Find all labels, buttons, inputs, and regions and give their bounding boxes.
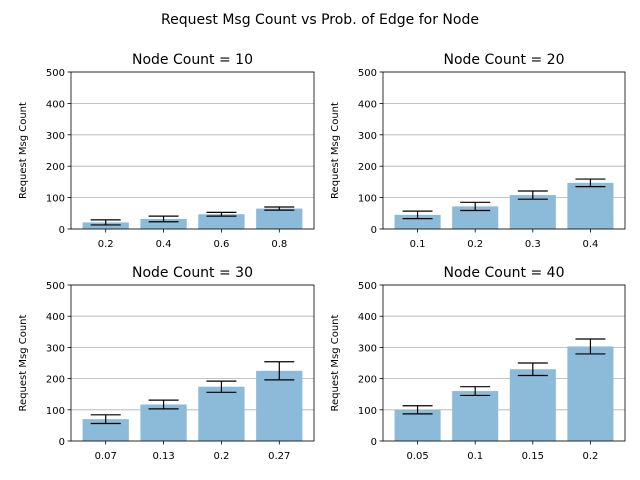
subplot-title: Node Count = 10	[132, 52, 253, 68]
y-tick-label: 500	[46, 281, 65, 292]
y-axis-label: Request Msg Count	[18, 314, 29, 411]
x-tick-label: 0.3	[525, 239, 541, 250]
y-tick-label: 0	[371, 437, 377, 448]
y-tick-label: 200	[46, 162, 65, 173]
y-tick-label: 200	[358, 162, 377, 173]
y-tick-label: 400	[46, 99, 65, 110]
y-tick-label: 100	[358, 406, 377, 417]
bar	[509, 369, 556, 441]
x-tick-label: 0.2	[98, 239, 114, 250]
y-tick-label: 0	[59, 225, 65, 236]
bar	[140, 218, 187, 229]
bar	[567, 182, 614, 229]
subplot-1: 0 100 200 300 400 500 0.2 0.4 0.6 0.8 Node Count =…	[18, 52, 315, 250]
bar	[452, 391, 499, 441]
bar	[256, 370, 303, 441]
axes-frame	[70, 284, 315, 442]
subplot-title: Node Count = 20	[443, 52, 564, 68]
y-axis-label: Request Msg Count	[330, 102, 341, 199]
x-tick-label: 0.1	[410, 239, 426, 250]
y-tick-label: 200	[46, 375, 65, 386]
x-tick-label: 0.2	[213, 451, 229, 462]
x-tick-label: 0.8	[271, 239, 287, 250]
bar	[452, 206, 499, 229]
x-tick-label: 0.2	[582, 451, 598, 462]
bar	[567, 346, 614, 441]
x-tick-label: 0.4	[582, 239, 598, 250]
y-tick-label: 100	[46, 406, 65, 417]
x-tick-label: 0.15	[522, 451, 544, 462]
x-tick-label: 0.07	[95, 451, 117, 462]
bar	[198, 386, 245, 441]
axes-frame	[382, 284, 626, 442]
x-tick-label: 0.1	[467, 451, 483, 462]
y-tick-label: 500	[46, 68, 65, 79]
subplot-4: 0 100 200 300 400 500 0.05 0.1 0.15 0.2 Node Count…	[330, 265, 626, 462]
bar	[509, 195, 556, 229]
axes-frame	[70, 71, 315, 230]
bar	[256, 208, 303, 229]
x-tick-label: 0.2	[467, 239, 483, 250]
subplot-grid: 0 100 200 300 400 500 0.2 0.4 0.6 0.8 Node Count =…	[18, 52, 626, 462]
y-tick-label: 0	[59, 437, 65, 448]
y-tick-label: 500	[358, 281, 377, 292]
y-tick-label: 300	[358, 131, 377, 142]
y-tick-label: 300	[46, 343, 65, 354]
bar	[394, 409, 441, 441]
axes-frame	[382, 71, 626, 230]
bar	[82, 222, 129, 229]
y-tick-label: 400	[46, 312, 65, 323]
y-tick-label: 500	[358, 68, 377, 79]
subplot-title: Node Count = 30	[132, 265, 253, 281]
y-tick-label: 200	[358, 375, 377, 386]
y-tick-label: 400	[358, 99, 377, 110]
y-tick-label: 400	[358, 312, 377, 323]
x-tick-label: 0.4	[156, 239, 172, 250]
bar	[82, 419, 129, 441]
y-tick-label: 100	[46, 194, 65, 205]
figure-title: Request Msg Count vs Prob. of Edge for N…	[161, 12, 479, 28]
y-tick-label: 300	[358, 343, 377, 354]
bar	[140, 404, 187, 441]
y-tick-label: 0	[371, 225, 377, 236]
y-axis-label: Request Msg Count	[330, 314, 341, 411]
subplot-3: 0 100 200 300 400 500 0.07 0.13 0.2 0.27 Node Coun…	[18, 265, 315, 462]
x-tick-label: 0.13	[152, 451, 174, 462]
bar	[198, 214, 245, 229]
x-tick-label: 0.6	[213, 239, 229, 250]
x-tick-label: 0.27	[268, 451, 290, 462]
y-tick-label: 300	[46, 131, 65, 142]
y-tick-label: 100	[358, 194, 377, 205]
x-tick-label: 0.05	[406, 451, 428, 462]
subplot-2: 0 100 200 300 400 500 0.1 0.2 0.3 0.4 Node Count =…	[330, 52, 626, 250]
y-axis-label: Request Msg Count	[18, 102, 29, 199]
subplot-title: Node Count = 40	[443, 265, 564, 281]
